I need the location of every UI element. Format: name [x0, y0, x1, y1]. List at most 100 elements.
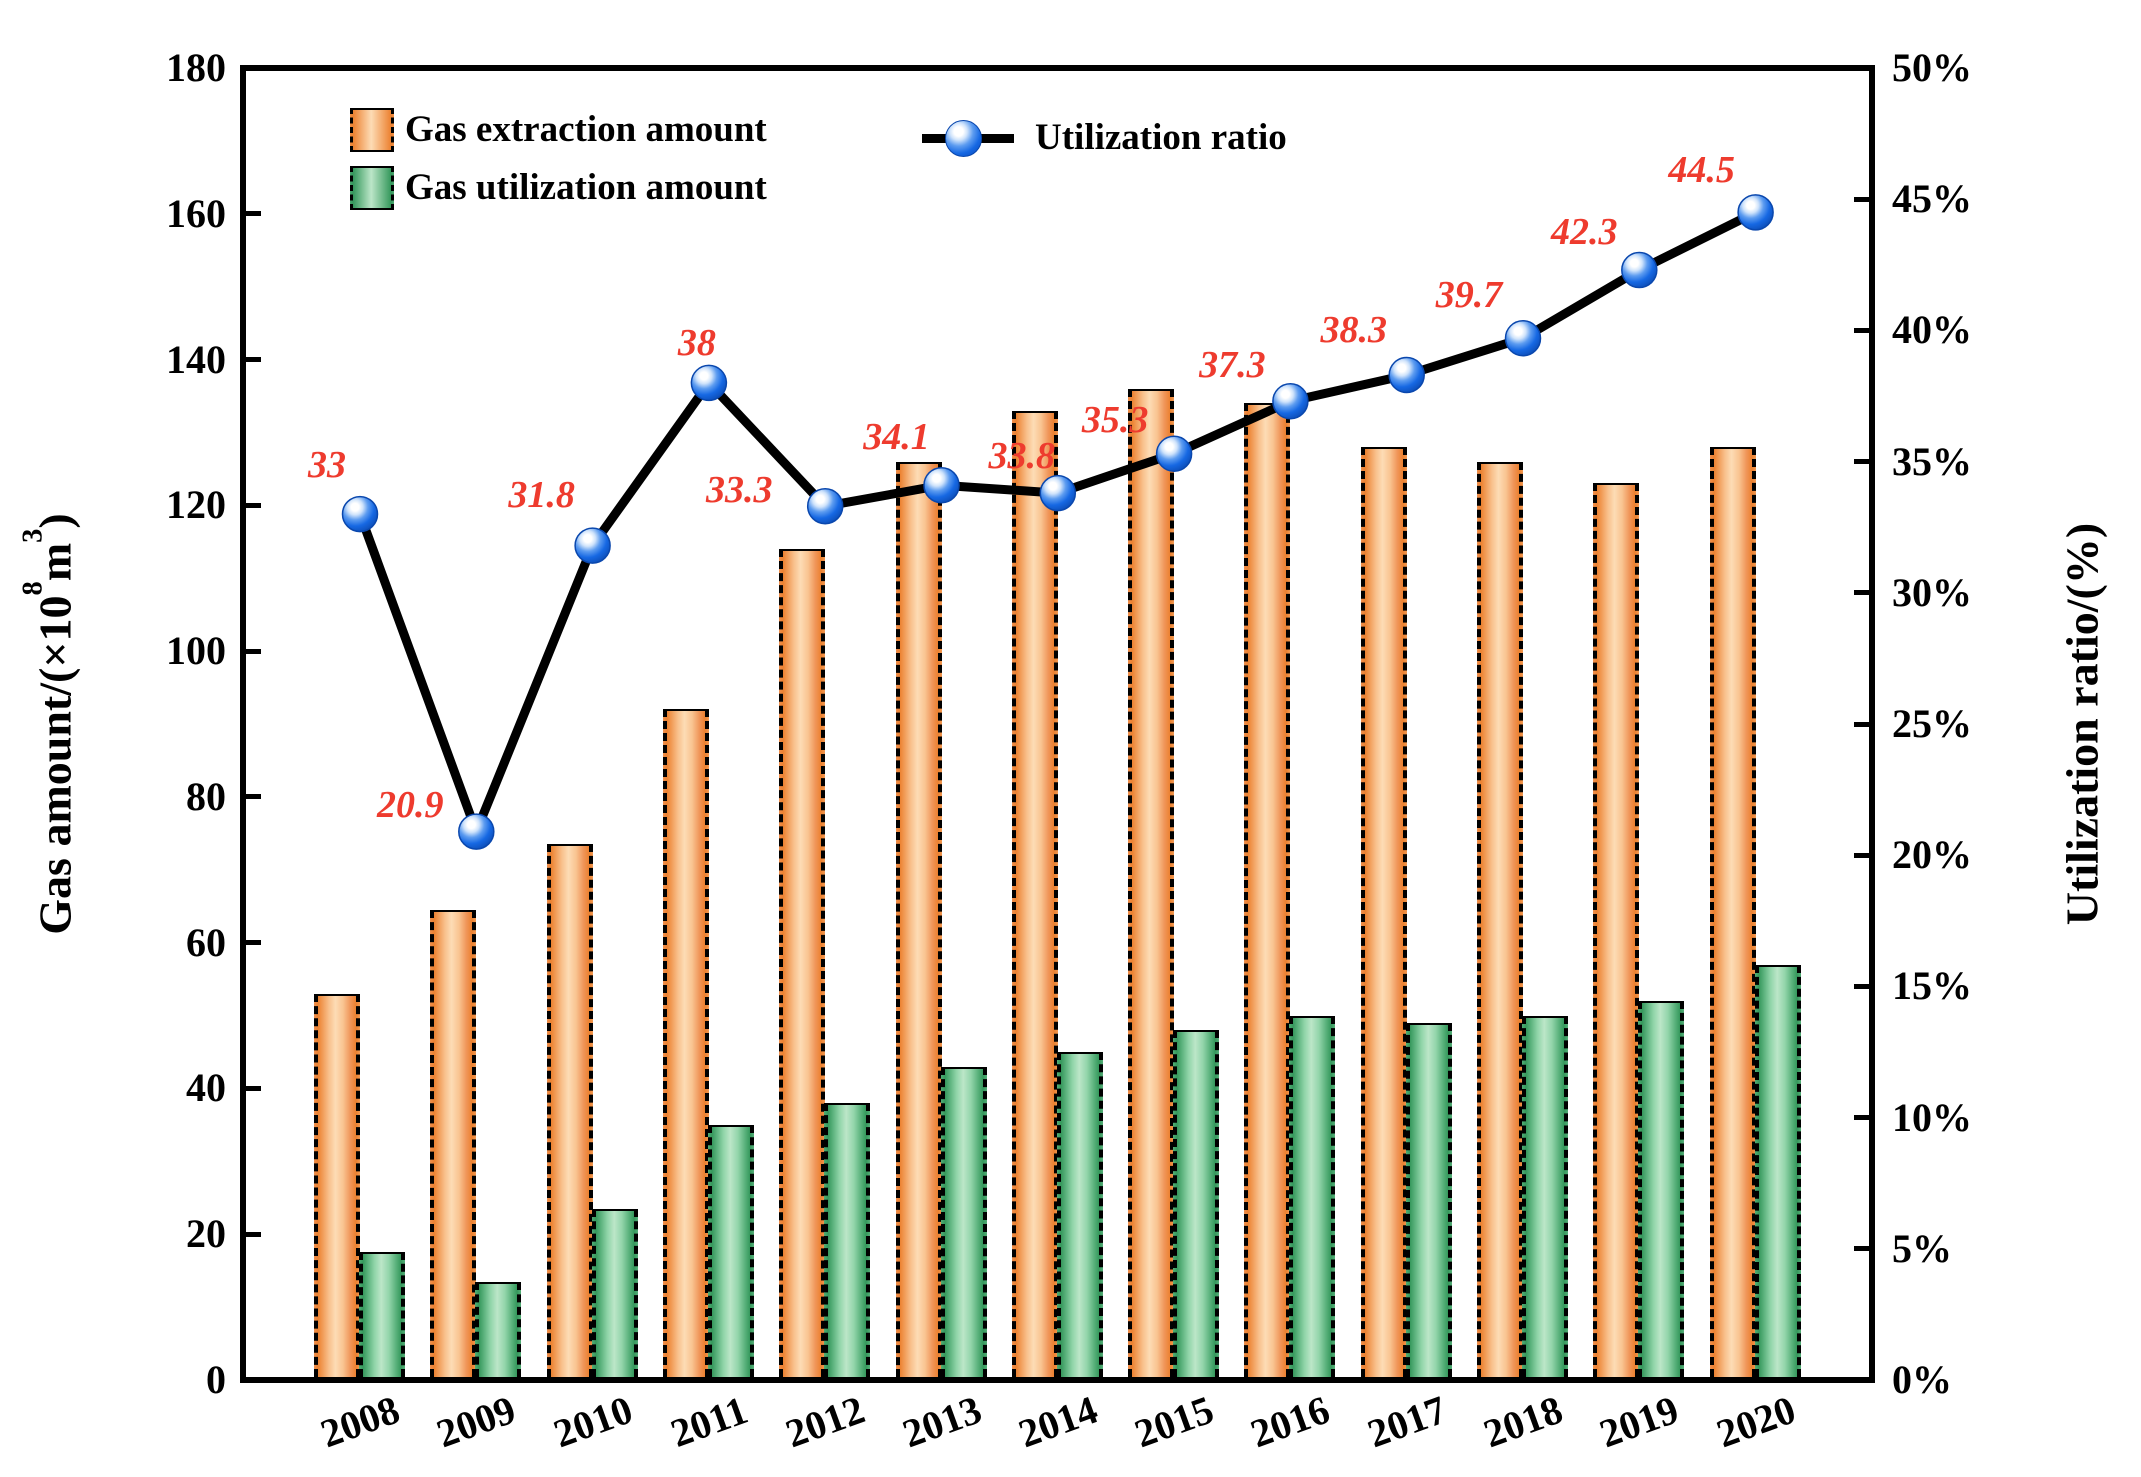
legend-label-extraction: Gas extraction amount [405, 109, 767, 150]
ratio-point-2012 [806, 487, 844, 525]
ratio-label-2014: 33.8 [988, 435, 1056, 478]
left-axis-tick-label-40: 40 [186, 1065, 226, 1111]
right-axis-tick-35 [1854, 459, 1869, 465]
ratio-point-2017 [1388, 356, 1425, 394]
bar-extraction-2011 [662, 709, 709, 1377]
ratio-label-2020: 44.5 [1668, 149, 1735, 192]
right-axis-title: Utilization ratio/(%) [2056, 522, 2108, 926]
bar-extraction-2020 [1709, 447, 1756, 1377]
left-axis-tick-label-180: 180 [166, 45, 226, 90]
left-axis-title-sup8: 8 [17, 581, 49, 596]
left-axis-tick-label-100: 100 [166, 628, 226, 674]
ratio-label-2012: 33.3 [705, 469, 773, 512]
ratio-label-2009: 20.9 [377, 783, 444, 826]
bar-extraction-2012 [779, 549, 826, 1377]
ratio-label-2013: 34.1 [863, 416, 930, 459]
legend-label-ratio: Utilization ratio [1035, 117, 1287, 158]
bar-extraction-2017 [1360, 447, 1407, 1377]
bar-extraction-2014 [1011, 410, 1058, 1377]
x-tick-label-2011: 2011 [664, 1387, 754, 1456]
bar-utilization-2019 [1638, 1000, 1685, 1377]
left-axis-tick-label-80: 80 [186, 773, 226, 819]
x-tick-label-2017: 2017 [1361, 1386, 1452, 1457]
bar-extraction-2015 [1128, 388, 1175, 1377]
left-axis-tick-label-160: 160 [166, 190, 226, 236]
legend-swatch-extraction [350, 108, 394, 152]
bar-utilization-2011 [707, 1124, 754, 1377]
bar-utilization-2015 [1173, 1030, 1220, 1377]
left-axis-title-close: ) [29, 513, 81, 529]
utilization-ratio-line [355, 207, 1761, 837]
x-tick-label-2009: 2009 [431, 1386, 522, 1457]
left-axis-tick-140 [246, 357, 261, 363]
ratio-label-2010: 31.8 [508, 473, 575, 516]
right-axis-tick-label-5: 5% [1892, 1225, 1952, 1271]
x-tick-label-2014: 2014 [1012, 1386, 1104, 1457]
left-axis-tick-80 [246, 794, 261, 800]
left-axis-tick-60 [246, 940, 261, 946]
bar-utilization-2014 [1056, 1052, 1103, 1377]
ratio-label-2019: 42.3 [1551, 211, 1618, 254]
left-axis-tick-0 [246, 1377, 261, 1383]
ratio-point-2018 [1504, 320, 1542, 357]
legend-swatch-utilization [350, 166, 394, 210]
right-axis-tick-label-20: 20% [1892, 832, 1972, 878]
right-axis-tick-label-10: 10% [1892, 1094, 1972, 1140]
bar-utilization-2010 [591, 1209, 638, 1377]
right-axis-tick-label-15: 15% [1892, 963, 1972, 1009]
left-axis-title-sup3: 3 [17, 528, 49, 543]
x-tick-label-2012: 2012 [779, 1386, 871, 1457]
right-axis-tick-50 [1854, 65, 1869, 71]
ratio-point-2020 [1737, 194, 1774, 231]
left-axis-title-text: Gas amount/(×10 [29, 595, 81, 935]
legend-label-utilization: Gas utilization amount [405, 167, 767, 208]
right-axis-tick-label-40: 40% [1892, 307, 1972, 353]
right-axis-tick-25 [1854, 721, 1869, 727]
ratio-label-2018: 39.7 [1435, 274, 1503, 317]
bar-utilization-2018 [1522, 1015, 1568, 1377]
ratio-label-2016: 37.3 [1199, 344, 1266, 387]
bar-extraction-2013 [895, 461, 942, 1377]
ratio-point-2011 [690, 364, 728, 402]
ratio-label-2017: 38.3 [1320, 309, 1387, 351]
x-tick-label-2016: 2016 [1245, 1386, 1336, 1457]
left-axis-tick-label-120: 120 [166, 482, 226, 528]
ratio-point-2010 [574, 527, 611, 564]
left-axis-tick-label-20: 20 [186, 1211, 226, 1257]
bar-extraction-2016 [1244, 403, 1291, 1377]
right-axis-tick-label-45: 45% [1892, 176, 1972, 222]
bar-utilization-2020 [1754, 964, 1801, 1377]
x-tick-label-2019: 2019 [1594, 1386, 1685, 1457]
right-axis-tick-label-25: 25% [1892, 701, 1972, 746]
right-axis-tick-10 [1854, 1115, 1869, 1121]
bar-utilization-2008 [359, 1252, 405, 1377]
left-axis-tick-label-0: 0 [206, 1357, 226, 1402]
left-axis-tick-180 [246, 65, 261, 71]
right-axis-tick-label-35: 35% [1892, 438, 1972, 484]
left-axis-title-m: m [29, 542, 81, 582]
ratio-point-2009 [458, 813, 495, 850]
right-axis-tick-20 [1854, 852, 1869, 858]
x-tick-label-2020: 2020 [1710, 1386, 1801, 1457]
bar-extraction-2019 [1593, 483, 1640, 1377]
ratio-point-2019 [1621, 251, 1658, 289]
ratio-point-2008 [341, 495, 379, 533]
left-axis-tick-label-140: 140 [166, 336, 226, 382]
ratio-label-2015: 35.3 [1081, 398, 1149, 441]
x-tick-label-2013: 2013 [896, 1386, 987, 1457]
left-axis-tick-label-60: 60 [186, 919, 226, 965]
x-tick-label-2015: 2015 [1128, 1386, 1220, 1457]
bar-extraction-2018 [1477, 461, 1523, 1377]
ratio-label-2011: 38 [677, 321, 716, 364]
right-axis-tick-0 [1854, 1377, 1869, 1383]
right-axis-tick-label-0: 0% [1892, 1357, 1952, 1402]
bar-utilization-2009 [475, 1281, 522, 1377]
x-tick-label-2008: 2008 [314, 1386, 406, 1457]
bar-utilization-2016 [1289, 1015, 1336, 1377]
x-tick-label-2010: 2010 [547, 1386, 638, 1457]
right-axis-tick-30 [1854, 590, 1869, 596]
bar-extraction-2010 [546, 844, 593, 1377]
bar-utilization-2013 [940, 1066, 987, 1377]
right-axis-tick-label-30: 30% [1892, 569, 1972, 615]
